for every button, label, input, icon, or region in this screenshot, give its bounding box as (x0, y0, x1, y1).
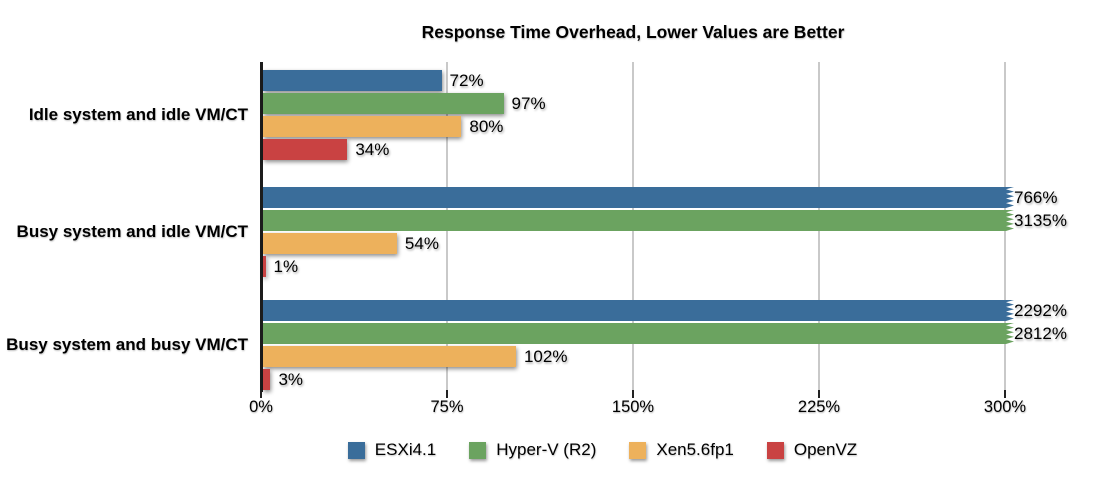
legend-item: Xen5.6fp1 (629, 440, 734, 460)
legend-label: Hyper-V (R2) (496, 440, 597, 459)
x-axis-tick-label: 0% (249, 398, 273, 416)
bar-value-label: 72% (449, 71, 484, 90)
legend-swatch-icon (766, 441, 784, 459)
bar-value-label: 766% (1014, 188, 1058, 207)
bar-hyper-v-r2- (263, 210, 1014, 231)
chart-title: Response Time Overhead, Lower Values are… (421, 22, 845, 42)
bar-value-label: 80% (469, 117, 504, 136)
plot-area: 72% 97% 80% 34% 766% 3135% 54% 1% 2292% 2812% 102%… (260, 62, 1067, 398)
bar-esxi4-1 (263, 70, 442, 91)
bar-xen5-6fp1 (263, 346, 516, 367)
x-axis-tick-label: 150% (611, 398, 655, 416)
x-axis-tick (1004, 390, 1006, 398)
x-axis-tick-label: 300% (983, 398, 1027, 416)
y-axis-line (260, 62, 263, 392)
bar-hyper-v-r2- (263, 93, 504, 114)
legend-label: ESXi4.1 (374, 440, 437, 459)
legend-swatch-icon (469, 441, 487, 459)
bar-esxi4-1 (263, 187, 1014, 208)
legend-label: Xen5.6fp1 (656, 440, 734, 459)
x-axis-tick-label: 75% (430, 398, 464, 416)
bar-value-label: 102% (523, 347, 568, 366)
bar-value-label: 1% (273, 257, 299, 276)
x-axis-tick (446, 390, 448, 398)
bar-esxi4-1 (263, 300, 1014, 321)
category-label: Busy system and idle VM/CT (16, 222, 248, 241)
legend-swatch-icon (629, 441, 647, 459)
legend: ESXi4.1 Hyper-V (R2) Xen5.6fp1 OpenVZ (112, 440, 1093, 460)
legend-label: OpenVZ (793, 440, 858, 459)
bar-xen5-6fp1 (263, 233, 397, 254)
bar-value-label: 3135% (1014, 211, 1067, 230)
bar-value-label: 54% (404, 234, 439, 253)
legend-item: ESXi4.1 (347, 440, 437, 460)
bar-value-label: 3% (278, 370, 304, 389)
category-label: Idle system and idle VM/CT (28, 105, 248, 124)
bar-xen5-6fp1 (263, 116, 462, 137)
bar-openvz (263, 256, 266, 277)
bar-openvz (263, 369, 271, 390)
bar-value-label: 97% (511, 94, 546, 113)
bar-hyper-v-r2- (263, 323, 1014, 344)
x-axis-tick-label: 225% (797, 398, 841, 416)
bar-value-label: 2292% (1014, 301, 1067, 320)
x-axis-tick (632, 390, 634, 398)
bar-value-label: 2812% (1014, 324, 1067, 343)
legend-item: Hyper-V (R2) (469, 440, 596, 460)
bar-value-label: 34% (355, 140, 390, 159)
x-axis-tick (260, 390, 262, 398)
legend-swatch-icon (347, 441, 365, 459)
x-axis-tick (818, 390, 820, 398)
legend-item: OpenVZ (766, 440, 858, 460)
bar-openvz (263, 139, 348, 160)
category-label: Busy system and busy VM/CT (6, 335, 248, 354)
